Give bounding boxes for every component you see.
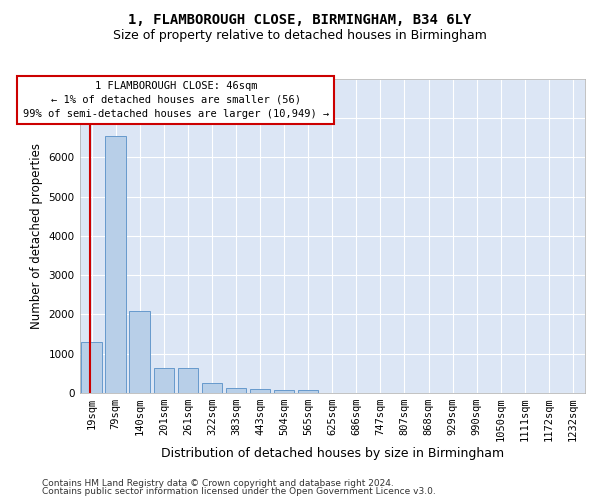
X-axis label: Distribution of detached houses by size in Birmingham: Distribution of detached houses by size … xyxy=(161,447,504,460)
Bar xyxy=(226,388,246,393)
Bar xyxy=(250,388,270,393)
Y-axis label: Number of detached properties: Number of detached properties xyxy=(30,143,43,329)
Bar xyxy=(82,342,102,393)
Bar xyxy=(106,136,126,393)
Bar xyxy=(178,368,198,393)
Bar xyxy=(130,311,150,393)
Text: Contains public sector information licensed under the Open Government Licence v3: Contains public sector information licen… xyxy=(42,487,436,496)
Text: Contains HM Land Registry data © Crown copyright and database right 2024.: Contains HM Land Registry data © Crown c… xyxy=(42,478,394,488)
Bar xyxy=(202,383,222,393)
Bar xyxy=(298,390,319,393)
Bar xyxy=(154,368,174,393)
Text: 1 FLAMBOROUGH CLOSE: 46sqm
← 1% of detached houses are smaller (56)
99% of semi-: 1 FLAMBOROUGH CLOSE: 46sqm ← 1% of detac… xyxy=(23,81,329,119)
Bar xyxy=(274,390,295,393)
Text: Size of property relative to detached houses in Birmingham: Size of property relative to detached ho… xyxy=(113,28,487,42)
Text: 1, FLAMBOROUGH CLOSE, BIRMINGHAM, B34 6LY: 1, FLAMBOROUGH CLOSE, BIRMINGHAM, B34 6L… xyxy=(128,12,472,26)
